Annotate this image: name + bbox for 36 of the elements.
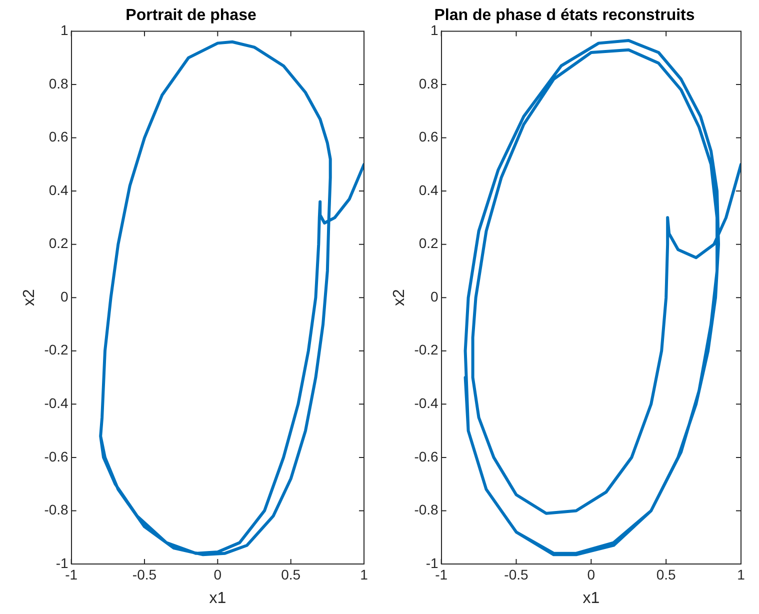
x-tick-label: 1 [737,566,746,582]
y-tick-label: 0 [60,288,69,304]
y-tick-label: -0.2 [44,342,69,358]
y-tick-label: -0.4 [414,395,439,412]
y-tick-label: -0.8 [414,502,439,518]
y-tick-label: -0.8 [44,502,69,518]
x-tick-label: -0.5 [504,566,529,582]
y-tick-label: 0.8 [48,75,69,92]
y-tick-label: 1 [60,22,69,38]
x-axis-title: x1 [582,590,600,607]
y-tick-label: -0.6 [44,448,69,464]
y-axis-title: x2 [21,289,38,306]
y-tick-label: -1 [426,554,439,571]
x-tick-label: 0 [214,566,222,582]
y-tick-label: 0.6 [48,128,69,145]
y-tick-label: -0.4 [44,395,69,412]
x-tick-label: 0.5 [656,566,676,582]
y-tick-label: -0.2 [414,342,439,358]
x-tick-label: 0 [587,566,596,582]
y-tick-label: 0.2 [418,235,439,252]
x-tick-label: -0.5 [132,566,157,582]
y-tick-label: 0.2 [48,235,69,252]
x-tick-label: 1 [360,566,368,582]
y-axis-title: x2 [391,289,408,306]
x-axis-title: x1 [209,590,226,607]
y-tick-label: 0.4 [418,182,439,198]
y-tick-label: 0.8 [418,75,439,92]
y-tick-label: -0.6 [414,448,439,464]
y-tick-label: 0.6 [418,128,439,145]
y-tick-label: -1 [56,554,69,571]
y-tick-label: 0 [430,288,439,304]
x-tick-label: 0.5 [281,566,301,582]
y-tick-label: 1 [430,22,439,38]
y-tick-label: 0.4 [48,182,69,198]
chart-title: Portrait de phase [126,7,256,24]
chart-title: Plan de phase d états reconstruits [434,7,695,24]
